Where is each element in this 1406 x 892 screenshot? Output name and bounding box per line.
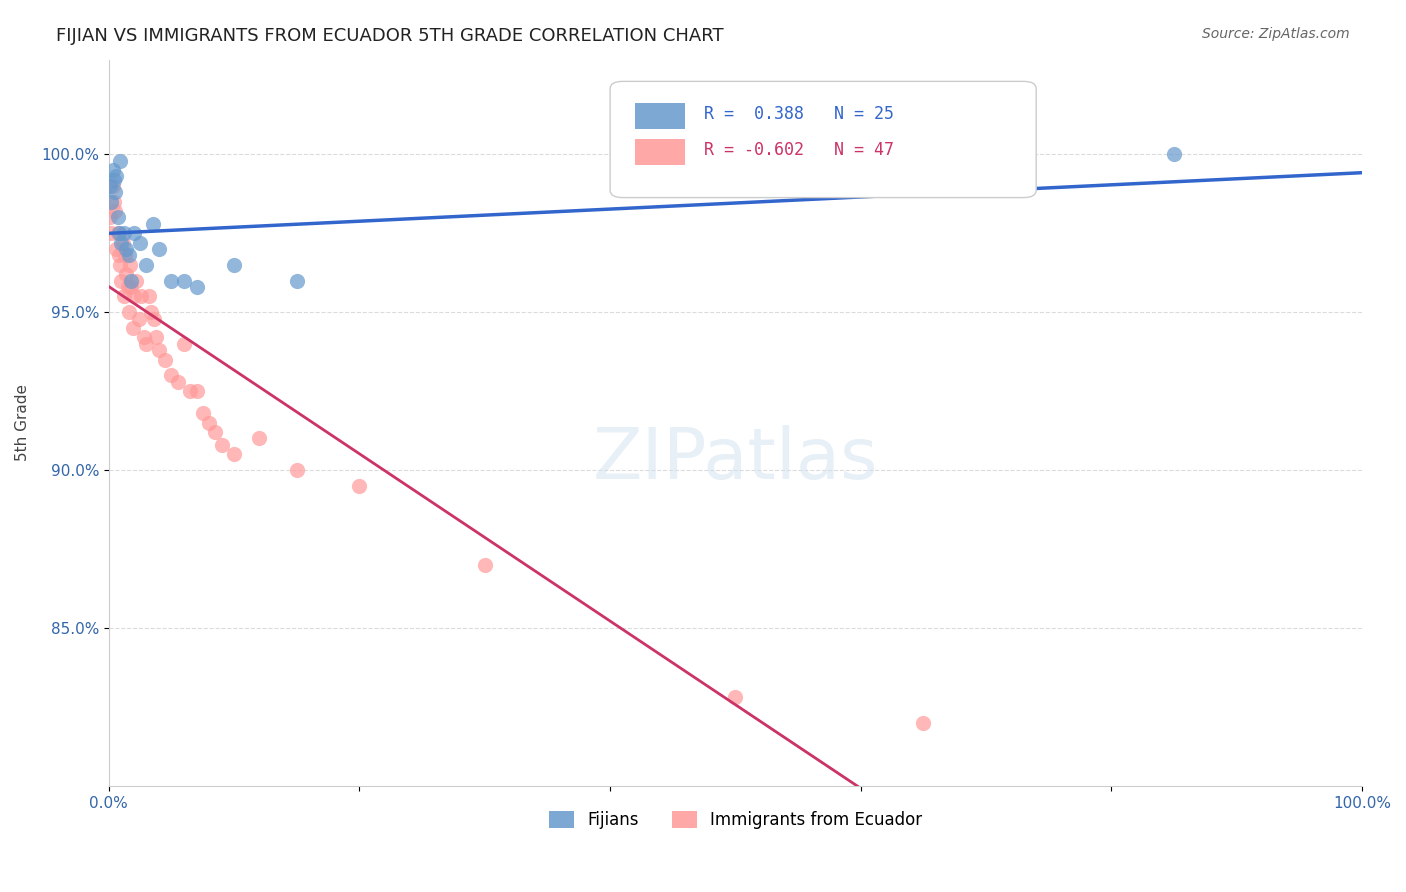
Point: [138, 289, 160, 303]
Point: [108, 153, 131, 168]
Point: [100, 194, 122, 209]
Point: [122, 289, 145, 303]
Point: [120, 274, 142, 288]
Point: [148, 242, 170, 256]
Point: [114, 248, 136, 262]
Point: [112, 226, 135, 240]
Point: [131, 289, 153, 303]
Point: [105, 169, 128, 184]
Point: [108, 226, 131, 240]
Point: [211, 438, 233, 452]
Point: [100, 226, 122, 240]
Point: [173, 336, 195, 351]
Point: [101, 178, 124, 193]
Point: [98, 211, 121, 225]
Point: [155, 352, 177, 367]
Point: [129, 235, 152, 250]
Point: [101, 163, 124, 178]
Text: R = -0.602   N = 47: R = -0.602 N = 47: [704, 141, 894, 160]
Point: [112, 289, 135, 303]
Point: [121, 321, 143, 335]
Point: [115, 242, 138, 256]
Point: [104, 185, 127, 199]
Point: [142, 217, 165, 231]
Point: [1163, 147, 1185, 161]
Point: [166, 375, 188, 389]
Point: [224, 447, 246, 461]
Bar: [636, 103, 685, 128]
Point: [118, 248, 141, 262]
Point: [142, 311, 165, 326]
Point: [103, 194, 125, 209]
Point: [117, 280, 139, 294]
Point: [107, 226, 129, 240]
Point: [224, 258, 246, 272]
Point: [105, 242, 128, 256]
Point: [186, 384, 208, 398]
Text: Source: ZipAtlas.com: Source: ZipAtlas.com: [1202, 27, 1350, 41]
Point: [160, 274, 183, 288]
Point: [349, 479, 371, 493]
Point: [120, 258, 142, 272]
Point: [110, 274, 132, 288]
Text: ZIPatlas: ZIPatlas: [592, 425, 879, 493]
Point: [204, 425, 226, 439]
Point: [135, 258, 157, 272]
Point: [98, 178, 121, 193]
Point: [148, 343, 170, 357]
Point: [186, 280, 208, 294]
Point: [115, 268, 138, 282]
Point: [132, 330, 155, 344]
Point: [191, 406, 214, 420]
Bar: [636, 139, 685, 165]
Point: [285, 463, 308, 477]
Point: [111, 235, 134, 250]
Point: [135, 336, 157, 351]
Legend: Fijians, Immigrants from Ecuador: Fijians, Immigrants from Ecuador: [541, 804, 929, 836]
Point: [724, 690, 747, 705]
Point: [104, 204, 127, 219]
Point: [108, 258, 131, 272]
Point: [122, 226, 145, 240]
Text: FIJIAN VS IMMIGRANTS FROM ECUADOR 5TH GRADE CORRELATION CHART: FIJIAN VS IMMIGRANTS FROM ECUADOR 5TH GR…: [56, 27, 724, 45]
Point: [145, 330, 167, 344]
Point: [198, 416, 221, 430]
Point: [160, 368, 183, 383]
Point: [912, 715, 935, 730]
Text: R =  0.388   N = 25: R = 0.388 N = 25: [704, 105, 894, 123]
Point: [110, 235, 132, 250]
Point: [107, 211, 129, 225]
Point: [108, 248, 131, 262]
Point: [125, 274, 148, 288]
Point: [247, 432, 270, 446]
Point: [120, 280, 142, 294]
Point: [285, 274, 308, 288]
Point: [173, 274, 195, 288]
Point: [103, 172, 125, 186]
Point: [118, 305, 141, 319]
Y-axis label: 5th Grade: 5th Grade: [15, 384, 30, 461]
Point: [179, 384, 201, 398]
Point: [141, 305, 163, 319]
Point: [128, 311, 150, 326]
FancyBboxPatch shape: [610, 81, 1036, 197]
Point: [474, 558, 496, 572]
